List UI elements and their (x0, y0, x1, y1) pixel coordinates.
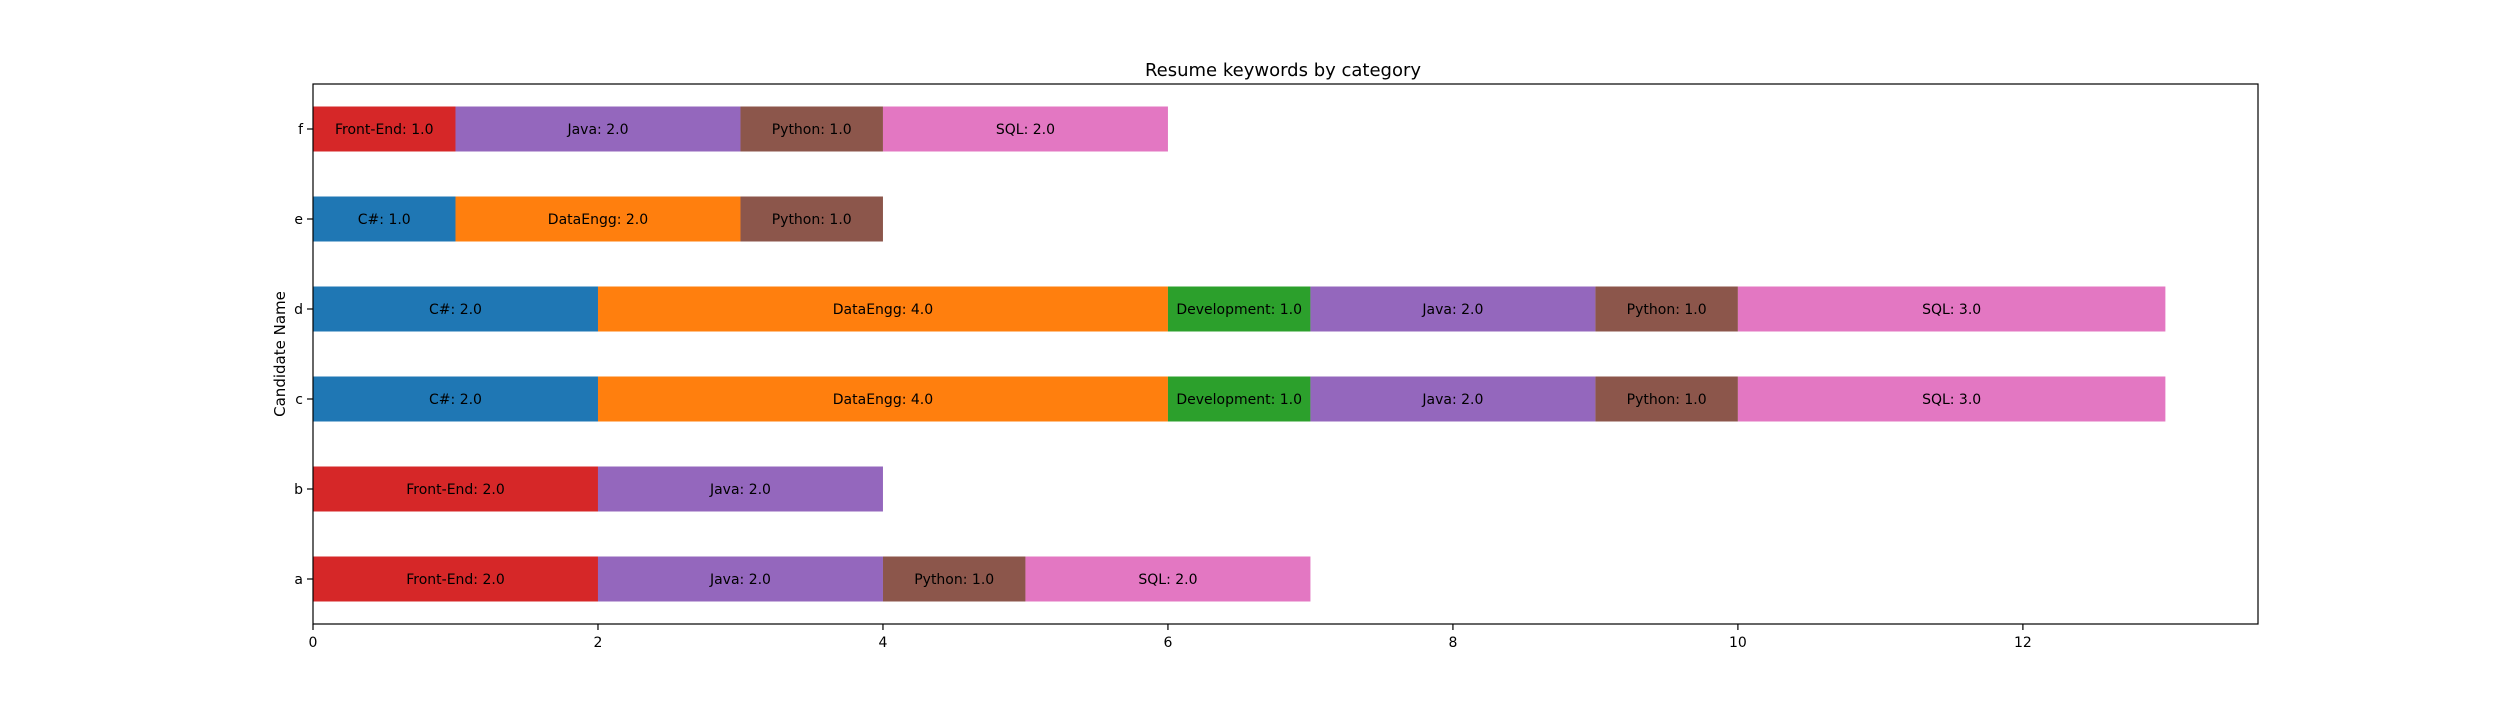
y-axis: a b c d e f (294, 122, 313, 588)
bar-segment-label: SQL: 3.0 (1922, 392, 1981, 408)
bars-layer: Front-End: 2.0 Java: 2.0 Python: 1.0 SQL: 2… (313, 106, 2166, 602)
bar-segment-label: Java: 2.0 (1421, 392, 1483, 408)
bar-segment-f-python (740, 106, 883, 152)
bar-segment-e-python (740, 196, 883, 242)
bar-segment-a-front-end (313, 556, 598, 602)
y-tick-label: b (294, 482, 303, 498)
bar-segment-a-sql (1025, 556, 1311, 602)
x-tick-label: 6 (1163, 635, 1172, 651)
bar-segment-d-development (1167, 286, 1311, 332)
bar-segment-label: C#: 2.0 (429, 392, 482, 408)
bar-segment-label: Python: 1.0 (914, 572, 994, 588)
bar-segment-label: Java: 2.0 (566, 122, 628, 138)
bar-segment-a-python (882, 556, 1026, 602)
bar-segment-label: SQL: 2.0 (996, 122, 1055, 138)
bar-segment-label: Python: 1.0 (772, 212, 852, 228)
y-tick-label: f (298, 122, 304, 138)
bar-segment-c-java (1310, 376, 1596, 422)
y-tick-label: a (294, 572, 303, 588)
bar-segment-label: Development: 1.0 (1176, 302, 1302, 318)
bar-segment-label: Python: 1.0 (1627, 392, 1707, 408)
bar-segment-f-sql (882, 106, 1168, 152)
bar-segment-label: Front-End: 2.0 (406, 482, 505, 498)
x-tick-label: 8 (1448, 635, 1457, 651)
bar-segment-a-java (597, 556, 883, 602)
bar-segment-b-java (597, 466, 883, 512)
bar-segment-e-dataengg (455, 196, 741, 242)
y-tick-label: c (295, 392, 303, 408)
bar-segment-c-c- (313, 376, 598, 422)
bar-segment-d-java (1310, 286, 1596, 332)
x-axis: 0 2 4 6 8 10 12 (309, 624, 2032, 651)
bar-segment-d-sql (1737, 286, 2166, 332)
y-tick-label: e (294, 212, 303, 228)
bar-segment-label: Java: 2.0 (709, 482, 771, 498)
bar-segment-c-sql (1737, 376, 2166, 422)
bar-segment-label: DataEngg: 2.0 (548, 212, 648, 228)
bar-segment-e-c- (313, 196, 456, 242)
bar-segment-c-development (1167, 376, 1311, 422)
bar-segment-label: SQL: 3.0 (1922, 302, 1981, 318)
bar-segment-label: Front-End: 2.0 (406, 572, 505, 588)
bar-segment-c-dataengg (597, 376, 1168, 422)
bar-segment-label: DataEngg: 4.0 (833, 392, 933, 408)
bar-segment-c-python (1595, 376, 1738, 422)
plot-frame (312, 83, 2259, 625)
bar-segment-label: Development: 1.0 (1176, 392, 1302, 408)
bar-segment-label: Java: 2.0 (1421, 302, 1483, 318)
bar-segment-label: C#: 2.0 (429, 302, 482, 318)
bar-segment-label: C#: 1.0 (358, 212, 411, 228)
x-tick-label: 10 (1729, 635, 1747, 651)
x-tick-label: 4 (879, 635, 888, 651)
bar-segment-d-python (1595, 286, 1738, 332)
bar-segment-label: Python: 1.0 (772, 122, 852, 138)
bar-segment-b-front-end (313, 466, 598, 512)
bar-segment-f-java (455, 106, 741, 152)
bar-segment-d-dataengg (597, 286, 1168, 332)
y-tick-label: d (294, 302, 303, 318)
bar-segment-label: SQL: 2.0 (1138, 572, 1197, 588)
bar-segment-label: Java: 2.0 (709, 572, 771, 588)
bar-segment-d-c- (313, 286, 598, 332)
x-tick-label: 12 (2014, 635, 2032, 651)
bar-segment-f-front-end (313, 106, 456, 152)
bar-segment-label: Front-End: 1.0 (335, 122, 434, 138)
x-tick-label: 0 (309, 635, 318, 651)
x-tick-label: 2 (594, 635, 603, 651)
bar-segment-label: Python: 1.0 (1627, 302, 1707, 318)
y-axis-title: Candidate Name (271, 291, 289, 417)
bar-segment-label: DataEngg: 4.0 (833, 302, 933, 318)
chart-title: Resume keywords by category (1145, 60, 1421, 81)
